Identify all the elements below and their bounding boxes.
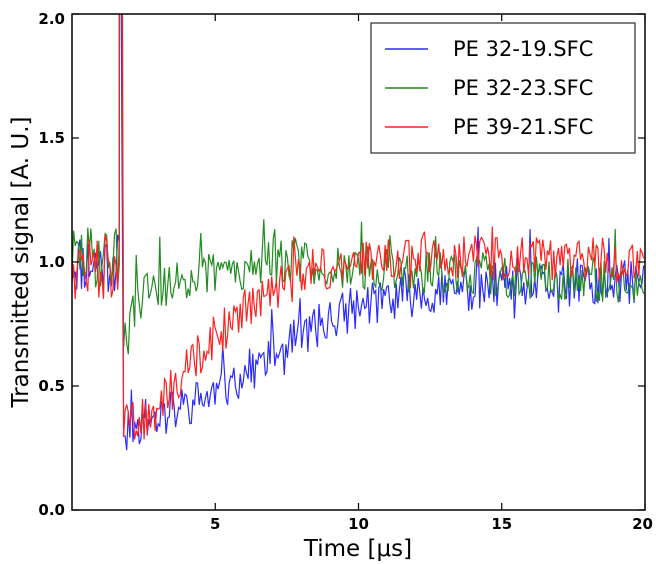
series-layer (72, 14, 645, 451)
legend-label-1: PE 32-19.SFC (453, 37, 593, 61)
legend-label-3: PE 39-21.SFC (453, 115, 593, 139)
y-tick-label: 0.5 (38, 377, 65, 395)
legend-label-2: PE 32-23.SFC (453, 76, 593, 100)
series-line-1 (72, 14, 645, 451)
x-axis-label: Time [μs] (303, 536, 412, 562)
legend: PE 32-19.SFC PE 32-23.SFC PE 39-21.SFC (370, 22, 636, 154)
y-tick-label: 1.0 (38, 253, 65, 271)
y-axis-label: Transmitted signal [A. U.] (8, 116, 34, 408)
y-tick-label: 2.0 (38, 10, 65, 28)
y-tick-label: 0.0 (38, 501, 65, 519)
ticks-layer: 5 10 15 20 0.0 0.5 1.0 1.5 2.0 (38, 10, 653, 533)
series-line-3 (72, 14, 645, 440)
x-tick-label: 20 (632, 515, 653, 533)
x-tick-label: 10 (348, 515, 369, 533)
x-tick-label: 15 (491, 515, 512, 533)
x-tick-label: 5 (210, 515, 220, 533)
y-tick-label: 1.5 (38, 129, 65, 147)
